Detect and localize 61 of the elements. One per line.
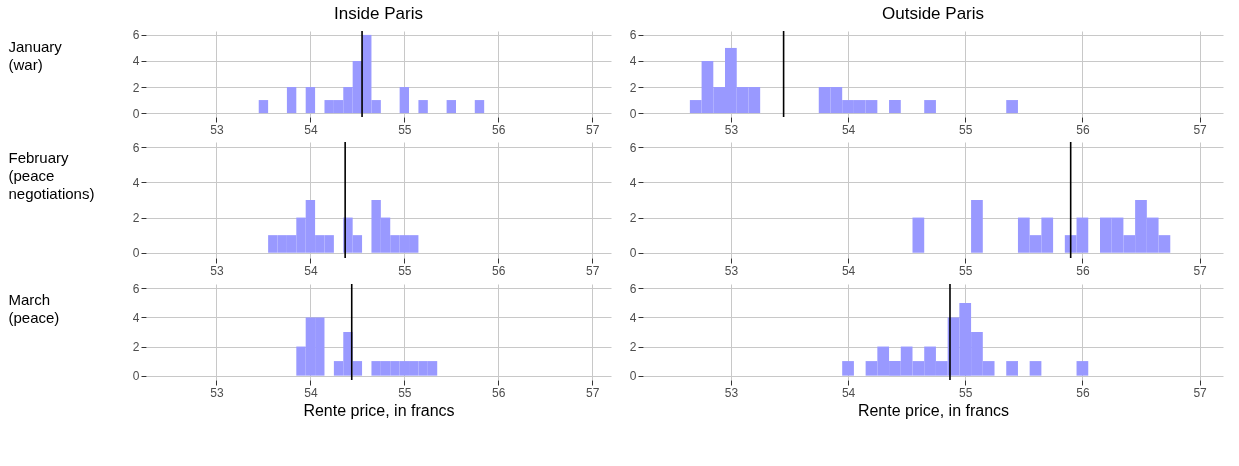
y-tick-label: 6 <box>132 140 140 155</box>
x-tick-label: 55 <box>959 385 973 400</box>
y-tick-label: 0 <box>132 106 140 121</box>
x-axis-title: Rente price, in francs <box>857 401 1010 419</box>
x-tick-label: 54 <box>841 263 856 278</box>
x-tick-label: 56 <box>1076 263 1090 278</box>
y-axis-title: February (peace negotiations) <box>8 148 95 202</box>
y-tick-label: 2 <box>132 211 140 226</box>
y-tick-label: 0 <box>132 369 140 384</box>
y-tick-label: 4 <box>132 175 140 190</box>
x-tick-label: 55 <box>398 122 412 137</box>
x-tick-label: 57 <box>1193 122 1208 137</box>
y-tick-label: 2 <box>629 211 637 226</box>
x-tick-label: 53 <box>724 385 739 400</box>
x-tick-label: 57 <box>586 122 600 137</box>
x-tick-label: 56 <box>492 385 506 400</box>
x-axis-title: Rente price, in francs <box>303 401 455 419</box>
y-tick-label: 0 <box>629 106 637 121</box>
x-tick-label: 54 <box>841 385 856 400</box>
x-tick-label: 57 <box>586 263 600 278</box>
x-tick-label: 53 <box>724 122 739 137</box>
y-tick-label: 4 <box>629 310 637 325</box>
x-tick-label: 55 <box>959 122 973 137</box>
y-tick-label: 6 <box>629 140 637 155</box>
chart-title: Outside Paris <box>881 3 985 23</box>
x-tick-label: 55 <box>398 385 412 400</box>
x-tick-label: 57 <box>1193 385 1208 400</box>
y-tick-label: 4 <box>132 54 140 69</box>
x-tick-label: 57 <box>586 385 600 400</box>
x-tick-label: 54 <box>304 263 318 278</box>
y-axis-title: January (war) <box>8 37 63 73</box>
x-tick-label: 55 <box>398 263 412 278</box>
y-tick-label: 2 <box>132 340 140 355</box>
y-tick-label: 0 <box>629 246 637 261</box>
y-axis-title: March (peace) <box>8 290 60 326</box>
y-tick-label: 2 <box>132 80 140 95</box>
y-tick-label: 0 <box>132 246 140 261</box>
x-tick-label: 53 <box>724 263 739 278</box>
y-tick-label: 2 <box>629 340 637 355</box>
x-tick-label: 56 <box>1076 122 1090 137</box>
x-tick-label: 53 <box>210 263 224 278</box>
x-tick-label: 56 <box>492 122 506 137</box>
y-tick-label: 4 <box>132 310 140 325</box>
x-tick-label: 54 <box>304 385 318 400</box>
y-tick-label: 6 <box>629 281 637 296</box>
y-tick-label: 0 <box>629 369 637 384</box>
x-tick-label: 56 <box>1076 385 1090 400</box>
x-tick-label: 54 <box>841 122 856 137</box>
x-tick-label: 57 <box>1193 263 1208 278</box>
y-tick-label: 6 <box>132 281 140 296</box>
y-tick-label: 4 <box>629 175 637 190</box>
y-tick-label: 6 <box>132 28 140 43</box>
y-tick-label: 6 <box>629 28 637 43</box>
chart-title: Inside Paris <box>334 3 423 23</box>
x-tick-label: 53 <box>210 122 224 137</box>
y-tick-label: 2 <box>629 80 637 95</box>
y-tick-label: 4 <box>629 54 637 69</box>
x-tick-label: 53 <box>210 385 224 400</box>
x-tick-label: 55 <box>959 263 973 278</box>
x-tick-label: 56 <box>492 263 506 278</box>
x-tick-label: 54 <box>304 122 318 137</box>
